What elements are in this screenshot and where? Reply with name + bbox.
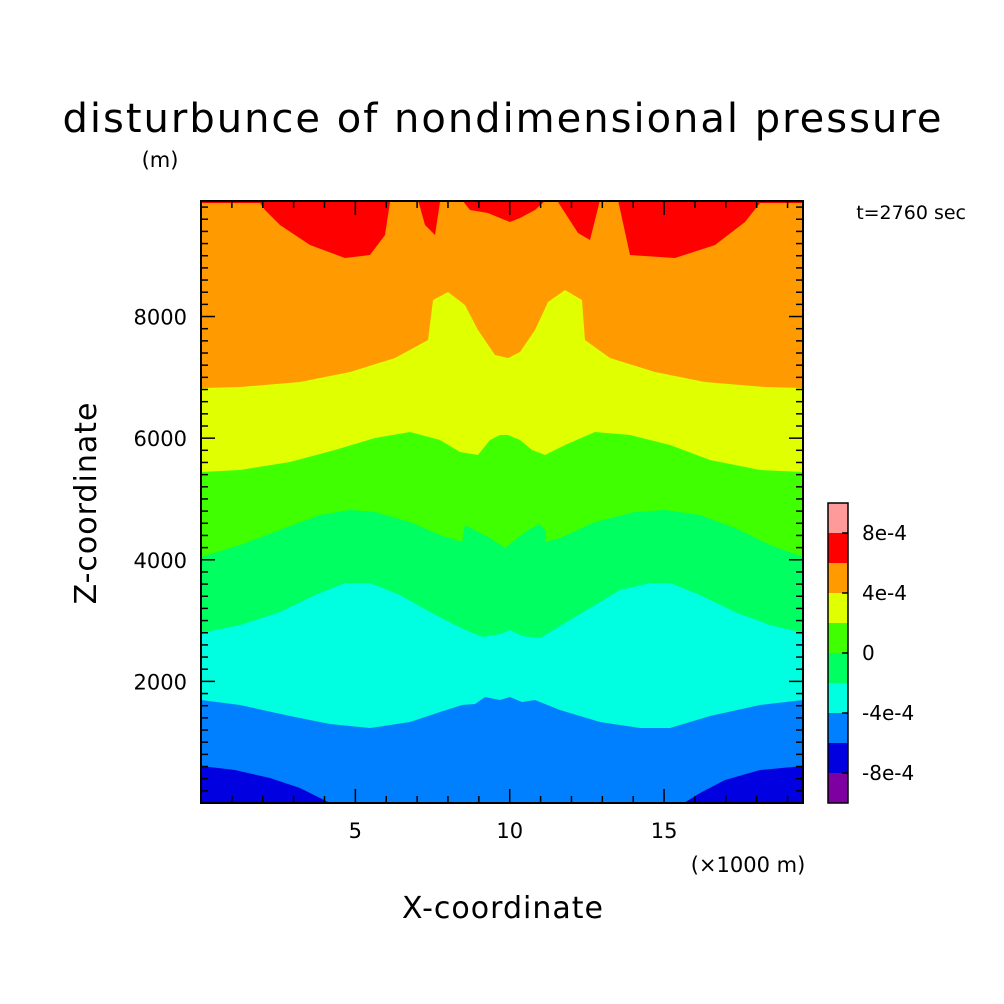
time-label: t=2760 sec [856, 202, 966, 224]
colorbar-swatch [828, 503, 848, 533]
y-tick-label: 8000 [134, 306, 187, 330]
colorbar-swatch [828, 563, 848, 593]
band-blue-left [201, 766, 330, 803]
colorbar-swatch [828, 743, 848, 773]
y-tick-label: 2000 [134, 670, 187, 694]
y-axis-label: Z-coordinate [69, 402, 104, 605]
y-tick-label: 4000 [134, 549, 187, 573]
band-top-red [201, 201, 803, 258]
colorbar-swatch [828, 713, 848, 743]
axis-ticks [201, 201, 803, 803]
colorbar: -8e-4 -4e-4 0 4e-4 8e-4 [827, 502, 914, 804]
colorbar-swatch [828, 623, 848, 653]
contour-field [201, 201, 803, 803]
band-blue-right [684, 766, 803, 803]
x-tick-label: 10 [496, 819, 523, 843]
colorbar-tick-label: 4e-4 [862, 581, 907, 605]
colorbar-swatch [828, 773, 848, 803]
chart-title: disturbunce of nondimensional pressure [63, 96, 944, 142]
y-tick-label: 6000 [134, 427, 187, 451]
x-tick-label: 5 [349, 819, 362, 843]
x-axis-label: X-coordinate [402, 891, 604, 926]
plot-frame [200, 200, 804, 804]
x-unit-label: (×1000 m) [691, 853, 806, 877]
axis-tick-labels: 5 10 15 2000 4000 6000 8000 [134, 306, 678, 843]
colorbar-swatch [828, 533, 848, 563]
colorbar-tick-label: -8e-4 [862, 761, 914, 785]
colorbar-tick-label: 8e-4 [862, 521, 907, 545]
colorbar-tick-label: -4e-4 [862, 701, 914, 725]
colorbar-swatch [828, 653, 848, 683]
x-tick-label: 15 [651, 819, 678, 843]
band-light-blue [201, 697, 803, 803]
colorbar-swatch [828, 593, 848, 623]
y-unit-label: (m) [142, 148, 179, 172]
colorbar-swatch [828, 683, 848, 713]
colorbar-tick-label: 0 [862, 641, 875, 665]
